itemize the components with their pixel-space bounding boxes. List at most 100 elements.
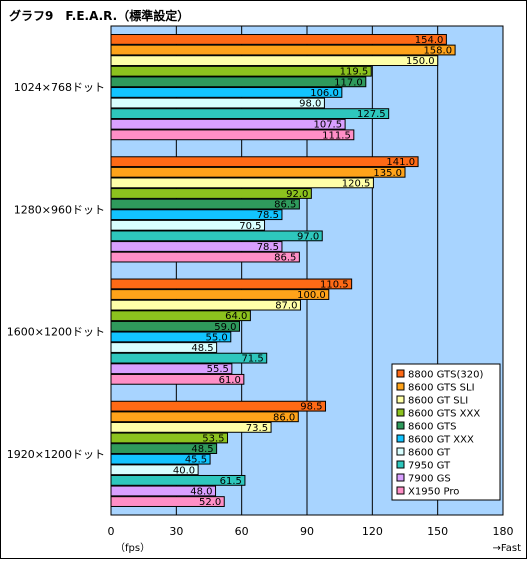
- bar: [110, 198, 300, 210]
- data-label: 45.5: [185, 455, 207, 466]
- legend-swatch: [396, 486, 405, 495]
- data-label: 48.5: [191, 444, 213, 455]
- bar: [110, 342, 218, 353]
- legend-label: 8600 GT SLI: [408, 396, 468, 407]
- data-label: 141.0: [386, 157, 415, 168]
- legend-label: X1950 Pro: [408, 487, 459, 498]
- legend-label: 8600 GT XXX: [408, 435, 474, 446]
- x-direction-label: →Fast: [493, 543, 522, 554]
- bar: [110, 411, 299, 423]
- bar: [110, 310, 251, 322]
- x-tick-label: 90: [300, 525, 314, 538]
- bar: [110, 474, 246, 486]
- category-label: 1600×1200ドット: [7, 326, 105, 339]
- bar: [110, 464, 199, 476]
- data-label: 111.5: [322, 130, 351, 141]
- data-label: 73.5: [246, 423, 268, 434]
- bar: [110, 230, 323, 242]
- data-label: 71.5: [241, 354, 263, 365]
- data-label: 127.5: [357, 109, 386, 120]
- data-label: 119.5: [340, 67, 369, 78]
- legend-swatch: [396, 447, 405, 456]
- legend-label: 8600 GT: [408, 448, 451, 459]
- legend-label: 7950 GT: [408, 461, 451, 472]
- legend-swatch: [396, 421, 405, 430]
- bar: [110, 299, 301, 311]
- data-label: 150.0: [406, 56, 435, 67]
- bar: [110, 166, 406, 178]
- data-label: 70.5: [239, 221, 261, 232]
- x-tick-label: 30: [169, 525, 183, 538]
- bar: [110, 352, 268, 364]
- bar: [110, 177, 374, 189]
- data-label: 107.5: [313, 120, 342, 131]
- data-label: 158.0: [423, 46, 452, 57]
- category-label: 1920×1200ドット: [7, 448, 105, 461]
- bar: [110, 443, 218, 454]
- chart-title: グラフ9 F.E.A.R.（標準設定）: [9, 9, 190, 23]
- legend-label: 8600 GTS: [408, 422, 456, 433]
- bar: [110, 331, 232, 343]
- bar: [110, 97, 325, 109]
- bar: [110, 219, 266, 231]
- x-tick-label: 60: [235, 525, 249, 538]
- data-label: 106.0: [310, 88, 339, 99]
- legend-label: 7900 GS: [408, 474, 451, 485]
- legend-swatch: [396, 395, 405, 404]
- data-label: 40.0: [173, 465, 195, 476]
- data-label: 120.5: [342, 178, 371, 189]
- bar: [110, 363, 233, 375]
- bar: [110, 400, 327, 412]
- legend-swatch: [396, 382, 405, 391]
- bar: [110, 496, 225, 507]
- bar: [110, 65, 372, 77]
- bar: [110, 209, 283, 221]
- x-axis-label: （fps）: [115, 542, 150, 554]
- data-label: 117.0: [334, 77, 363, 88]
- category-label: 1280×960ドット: [14, 203, 105, 216]
- data-label: 48.0: [190, 486, 212, 497]
- data-label: 86.5: [274, 200, 296, 211]
- legend-swatch: [396, 369, 405, 378]
- legend-swatch: [396, 473, 405, 482]
- data-label: 52.0: [199, 497, 221, 508]
- x-tick-label: 180: [493, 525, 514, 538]
- bar: [110, 432, 229, 444]
- legend-label: 8800 GTS(320): [408, 370, 483, 381]
- data-label: 86.0: [273, 412, 295, 423]
- bar: [110, 76, 367, 88]
- data-label: 92.0: [286, 189, 308, 200]
- data-label: 86.5: [274, 253, 296, 264]
- x-tick-label: 0: [108, 525, 115, 538]
- legend-label: 8600 GTS XXX: [408, 409, 480, 420]
- bar: [110, 156, 419, 168]
- data-label: 97.0: [297, 231, 319, 242]
- bar: [110, 188, 312, 199]
- data-label: 110.5: [320, 279, 349, 290]
- legend-swatch: [396, 408, 405, 417]
- bar: [110, 421, 272, 433]
- bar: [110, 129, 355, 141]
- x-tick-label: 150: [427, 525, 448, 538]
- data-label: 64.0: [225, 311, 247, 322]
- legend-swatch: [396, 434, 405, 443]
- category-label: 1024×768ドット: [14, 81, 105, 94]
- bar: [110, 251, 300, 263]
- bar: [110, 44, 456, 56]
- bar: [110, 373, 245, 385]
- data-label: 98.0: [299, 99, 321, 110]
- data-label: 48.5: [191, 343, 213, 354]
- data-label: 61.0: [219, 375, 241, 386]
- data-label: 87.0: [275, 301, 297, 312]
- bar: [110, 278, 353, 290]
- data-label: 98.5: [300, 402, 322, 413]
- bar: [110, 55, 439, 67]
- data-label: 100.0: [297, 290, 326, 301]
- data-label: 78.5: [257, 210, 279, 221]
- data-label: 78.5: [257, 242, 279, 253]
- data-label: 59.0: [214, 322, 236, 333]
- data-label: 135.0: [373, 168, 402, 179]
- data-label: 154.0: [415, 35, 444, 46]
